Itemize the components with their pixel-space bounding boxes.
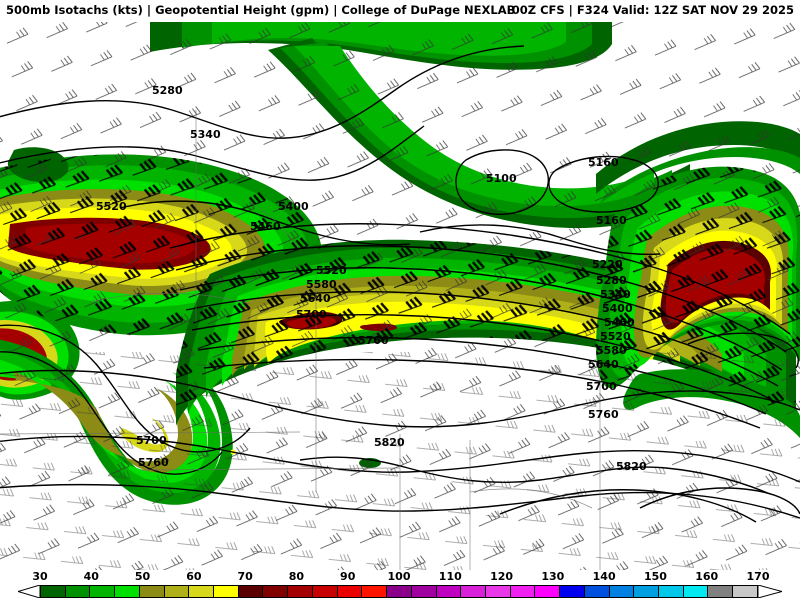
colorbar-segment	[139, 586, 165, 597]
colorbar-segment	[634, 586, 659, 597]
map-svg: 5280 5340 5400 5460 5520 5100 5160 5160 …	[0, 22, 800, 570]
svg-text:5520: 5520	[600, 330, 631, 343]
colorbar-segment	[115, 586, 140, 597]
colorbar-tick: 170	[746, 570, 770, 583]
colorbar-segment	[708, 586, 734, 597]
colorbar-tick: 50	[134, 570, 151, 583]
svg-text:5580: 5580	[306, 278, 337, 291]
svg-text:5700: 5700	[296, 308, 327, 321]
colorbar-segment	[65, 586, 91, 597]
svg-text:5820: 5820	[616, 460, 647, 473]
colorbar-tick: 40	[83, 570, 99, 583]
svg-text:5160: 5160	[588, 156, 619, 169]
svg-text:5700: 5700	[136, 434, 167, 447]
page-title: 500mb Isotachs (kts) | Geopotential Heig…	[6, 3, 516, 17]
colorbar-segment	[584, 586, 610, 597]
colorbar-tick: 110	[438, 570, 462, 583]
svg-text:5400: 5400	[278, 200, 309, 213]
svg-text:5460: 5460	[250, 220, 281, 233]
svg-text:5820: 5820	[374, 436, 405, 449]
svg-text:5460: 5460	[604, 316, 635, 329]
colorbar-tick: 130	[541, 570, 565, 583]
colorbar-tick: 140	[592, 570, 616, 583]
colorbar-segment	[436, 586, 462, 597]
colorbar-segment	[263, 586, 289, 597]
colorbar-tick: 150	[643, 570, 667, 583]
svg-text:5520: 5520	[316, 264, 347, 277]
height-contours	[0, 45, 800, 523]
svg-text:5760: 5760	[358, 334, 389, 347]
colorbar-segment	[609, 586, 635, 597]
colorbar-segment	[41, 586, 66, 597]
colorbar-segment	[362, 586, 388, 597]
colorbar-segment	[461, 586, 486, 597]
colorbar-segment	[164, 586, 190, 597]
colorbar-tick: 70	[237, 570, 253, 583]
svg-text:5640: 5640	[300, 292, 331, 305]
map-canvas[interactable]: 5280 5340 5400 5460 5520 5100 5160 5160 …	[0, 22, 800, 571]
svg-text:5760: 5760	[138, 456, 169, 469]
geography-outlines	[0, 110, 601, 570]
svg-text:5280: 5280	[596, 274, 627, 287]
svg-text:5340: 5340	[600, 288, 631, 301]
colorbar-tick: 90	[340, 570, 356, 583]
svg-text:5280: 5280	[152, 84, 183, 97]
svg-text:5160: 5160	[596, 214, 627, 227]
colorbar-segment	[411, 586, 437, 597]
colorbar-tick: 30	[32, 570, 48, 583]
map-header-bar: 500mb Isotachs (kts) | Geopotential Heig…	[0, 0, 800, 22]
colorbar-segment	[658, 586, 684, 597]
colorbar-tick: 120	[490, 570, 514, 583]
colorbar-segment	[387, 586, 412, 597]
colorbar-max-extend-arrow	[758, 585, 782, 598]
svg-text:5220: 5220	[592, 258, 623, 271]
colorbar-segment	[683, 586, 709, 597]
colorbar-segment	[238, 586, 264, 597]
svg-text:5520: 5520	[96, 200, 127, 213]
svg-text:5580: 5580	[596, 344, 627, 357]
colorbar-tick-labels: 30 40 50 60 70 80 90 100 110 120 130 140 150 160 170	[0, 570, 800, 584]
contour-labels: 5280 5340 5400 5460 5520 5100 5160 5160 …	[96, 84, 647, 473]
colorbar-tick: 60	[186, 570, 202, 583]
svg-text:5760: 5760	[588, 408, 619, 421]
model-valid-time: 00Z CFS | F324 Valid: 12Z SAT NOV 29 202…	[511, 3, 794, 17]
colorbar-segment	[733, 586, 757, 597]
colorbar-segment	[485, 586, 511, 597]
colorbar-segment	[337, 586, 363, 597]
colorbar-tick: 160	[695, 570, 719, 583]
colorbar-segment	[288, 586, 313, 597]
svg-text:5640: 5640	[588, 358, 619, 371]
colorbar-segment	[189, 586, 215, 597]
colorbar: 30 40 50 60 70 80 90 100 110 120 130 140 150 160 170	[0, 570, 800, 600]
svg-text:5340: 5340	[190, 128, 221, 141]
svg-text:5700: 5700	[586, 380, 617, 393]
colorbar-segment	[312, 586, 338, 597]
colorbar-tick: 80	[288, 570, 305, 583]
colorbar-segment	[90, 586, 116, 597]
colorbar-segment	[560, 586, 585, 597]
colorbar-tick: 100	[387, 570, 411, 583]
svg-text:5400: 5400	[602, 302, 633, 315]
colorbar-segment	[535, 586, 561, 597]
colorbar-min-extend-arrow	[18, 585, 40, 598]
colorbar-segment	[510, 586, 536, 597]
svg-text:5100: 5100	[486, 172, 517, 185]
colorbar-swatches	[40, 585, 758, 598]
colorbar-segment	[214, 586, 239, 597]
